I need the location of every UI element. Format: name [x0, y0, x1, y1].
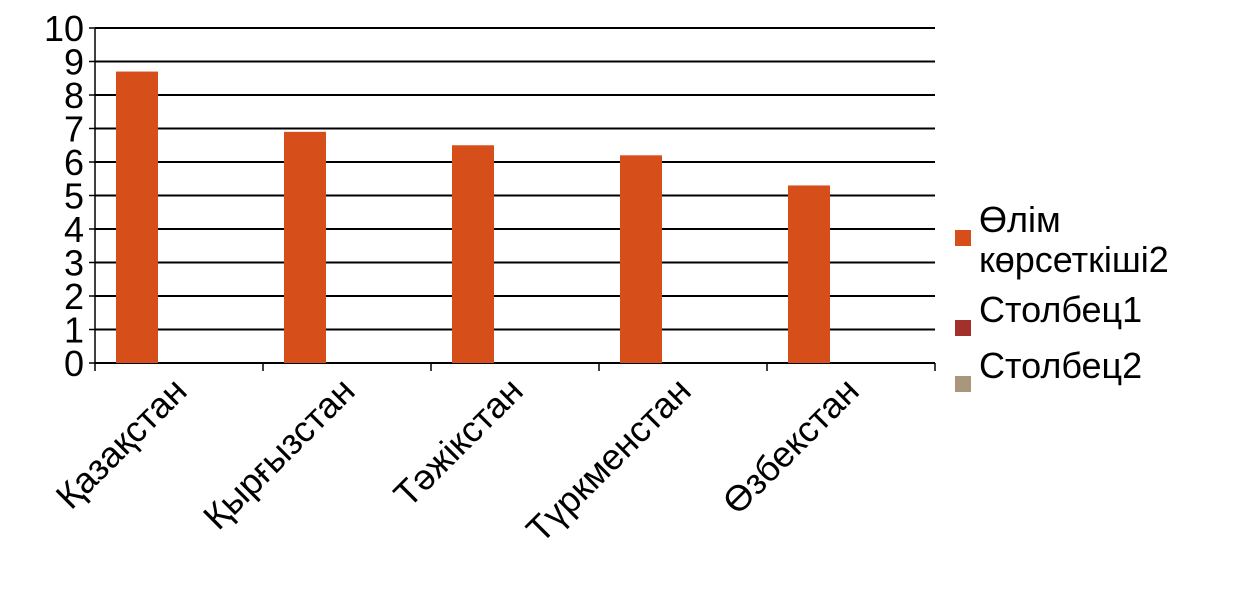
legend-label: Өлім көрсеткіші2 — [979, 199, 1169, 280]
y-tick-label: 6 — [64, 142, 84, 183]
legend-label: Столбец1 — [979, 289, 1143, 330]
y-tick-label: 3 — [64, 243, 84, 284]
bar — [452, 145, 494, 363]
y-tick-label: 2 — [64, 276, 84, 317]
legend-item: Өлім көрсеткіші2 — [955, 200, 1235, 280]
y-tick-label: 4 — [64, 209, 84, 250]
x-tick-label: Тәжікстан — [386, 370, 531, 515]
y-tick-label: 7 — [64, 109, 84, 150]
x-tick-label: Қазақстан — [48, 370, 195, 517]
y-tick-label: 10 — [44, 8, 84, 49]
bar — [788, 185, 830, 363]
bar — [116, 71, 158, 364]
x-tick-label: Қырғызстан — [195, 370, 363, 538]
x-tick-label: Түркменстан — [518, 370, 699, 551]
y-tick-label: 1 — [64, 310, 84, 351]
y-tick-label: 5 — [64, 176, 84, 217]
y-tick-label: 0 — [64, 343, 84, 384]
legend-swatch — [955, 230, 971, 246]
bar — [620, 155, 662, 363]
y-tick-label: 9 — [64, 42, 84, 83]
x-tick-label: Өзбекстан — [714, 370, 866, 522]
legend-item: Столбец1 — [955, 290, 1235, 336]
legend-item: Столбец2 — [955, 346, 1235, 392]
legend-swatch — [955, 376, 971, 392]
legend: Өлім көрсеткіші2 Столбец1 Столбец2 — [955, 200, 1235, 402]
y-tick-label: 8 — [64, 75, 84, 116]
legend-swatch — [955, 320, 971, 336]
legend-label: Столбец2 — [979, 345, 1143, 386]
bar — [284, 131, 326, 363]
